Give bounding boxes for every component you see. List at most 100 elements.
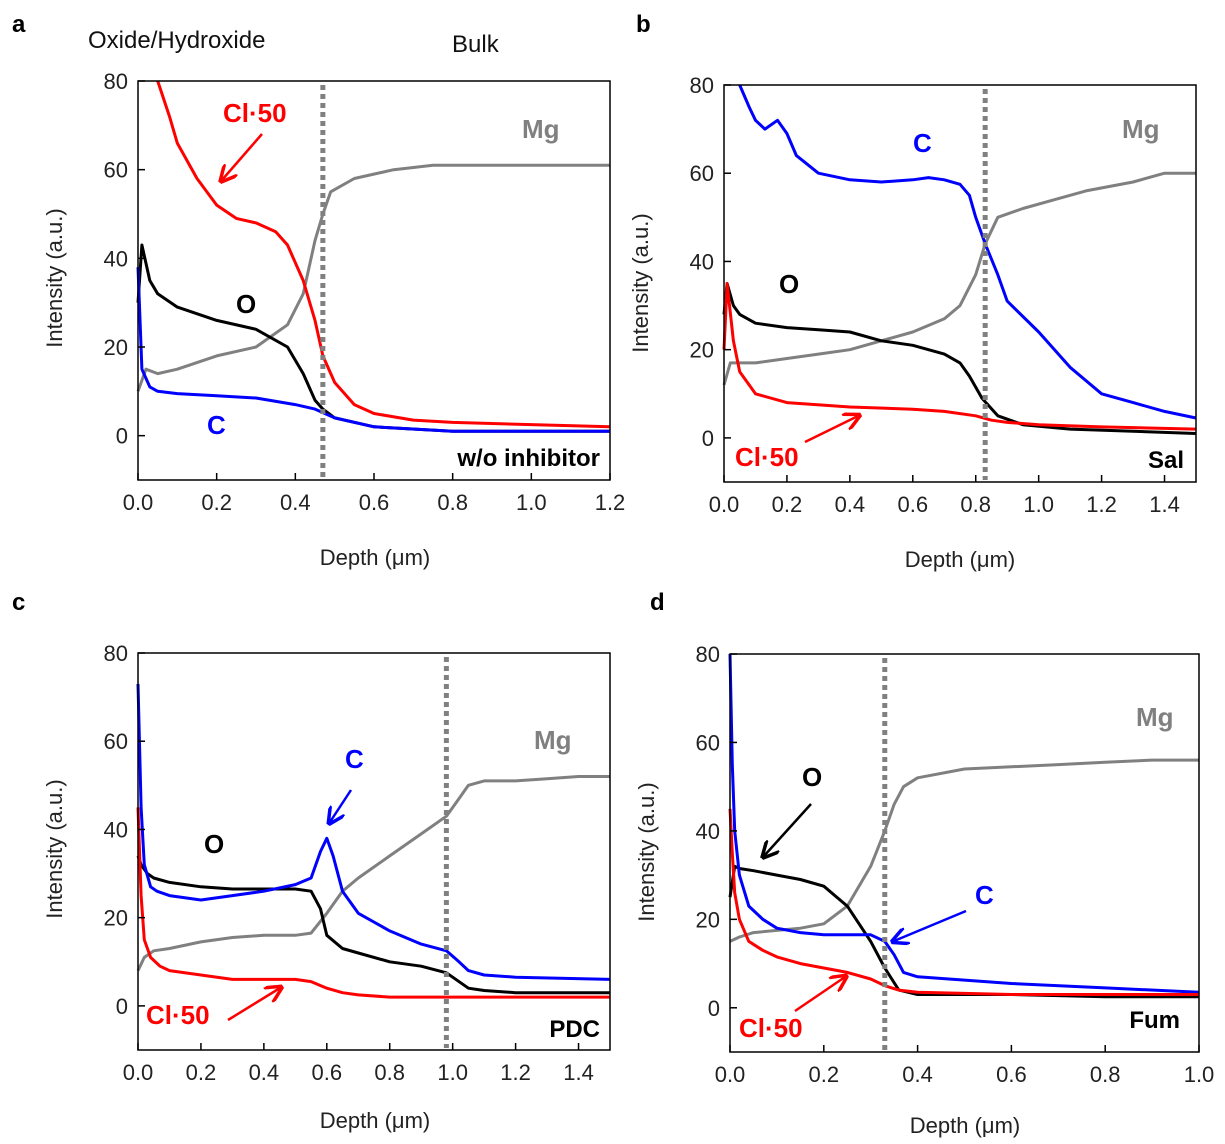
series-label-mg: Mg [534,725,572,755]
x-tick-label: 0.2 [186,1060,217,1085]
y-tick-label: 60 [690,161,714,186]
x-tick-label: 1.2 [500,1060,531,1085]
x-tick-label: 0.0 [123,490,154,515]
series-line-cl-50 [728,808,1199,996]
x-tick-label: 0.8 [374,1060,405,1085]
x-tick-label: 1.4 [1149,492,1180,517]
sample-label: Fum [1129,1007,1180,1034]
plot-frame [729,653,1200,1053]
plot-frame [723,84,1197,483]
y-tick-label: 20 [104,335,128,360]
series-label-mg: Mg [522,114,560,144]
panel-c: c 0.0 0.2 0.4 0.6 0.8 1.0 1.2 1.4 0 20 40 60 80 Dept… [12,589,611,1133]
x-tick-label: 1.0 [1023,492,1054,517]
x-tick-label: 1.0 [437,1060,468,1085]
x-tick-label: 1.4 [563,1060,594,1085]
series-line-cl-50 [136,807,610,999]
series-line-mg [136,775,610,972]
x-tick-label: 0.4 [835,492,866,517]
series-line-cl-50 [156,80,611,429]
cl-arrow [222,133,263,180]
y-tick-label: 60 [104,158,128,183]
x-tick-label: 1.0 [516,490,547,515]
y-axis-title: Intensity (a.u.) [42,208,67,347]
series-label-cl: Cl·50 [739,1013,803,1043]
x-tick-label: 0.8 [1090,1062,1121,1087]
panel-a: a Oxide/Hydroxide Bulk 0.0 0.2 0.4 0.6 0.8 1.… [12,11,625,570]
series-line-c [738,84,1197,420]
cl-arrow [227,988,280,1022]
panel-letter: d [650,589,665,616]
plot-area: 0.0 0.2 0.4 0.6 0.8 1.0 0 20 40 60 80 [696,642,1215,1087]
x-axis-title: Depth (μm) [320,545,430,570]
plot-frame [137,652,611,1051]
x-tick-label: 0.6 [898,492,929,517]
c-arrow [330,789,353,822]
x-tick-label: 0.4 [902,1062,933,1087]
y-tick-label: 80 [104,641,128,666]
y-tick-label: 20 [104,906,128,931]
series-line-c [136,683,611,981]
y-tick-label: 20 [690,338,714,363]
panel-letter: c [12,589,25,616]
y-tick-label: 0 [116,424,128,449]
y-tick-label: 40 [104,817,128,842]
y-tick-label: 0 [708,996,720,1021]
cl-arrow [794,977,845,1013]
series-label-o: O [779,269,799,299]
series-label-o: O [204,829,224,859]
x-tick-label: 0.6 [996,1062,1027,1087]
series-line-mg [729,758,1199,943]
x-tick-label: 0.6 [359,490,390,515]
x-tick-label: 1.2 [1086,492,1117,517]
series-line-o [136,243,610,433]
x-tick-label: 0.6 [312,1060,343,1085]
series-label-c: C [913,128,932,158]
series-line-mg [136,163,610,392]
series-label-cl: Cl·50 [146,1000,210,1030]
x-tick-label: 0.0 [123,1060,154,1085]
series-line-o [136,855,610,995]
sample-label: w/o inhibitor [456,445,600,472]
x-tick-label: 0.4 [280,490,311,515]
x-tick-label: 1.0 [1184,1062,1215,1087]
plot-area: 0.0 0.2 0.4 0.6 0.8 1.0 1.2 1.4 0 20 40 60 80 [104,641,611,1085]
plot-area: 0.0 0.2 0.4 0.6 0.8 1.0 1.2 1.4 0 20 40 60 80 [690,73,1197,517]
series-label-c: C [975,880,994,910]
y-tick-label: 80 [696,642,720,667]
x-tick-label: 0.2 [772,492,803,517]
y-tick-label: 20 [696,907,720,932]
x-tick-label: 0.8 [437,490,468,515]
x-axis-title: Depth (μm) [910,1113,1020,1138]
series-label-mg: Mg [1136,702,1174,732]
x-tick-label: 0.2 [201,490,232,515]
y-axis-title: Intensity (a.u.) [634,782,659,921]
y-tick-label: 60 [104,729,128,754]
x-tick-label: 0.4 [249,1060,280,1085]
y-axis-title: Intensity (a.u.) [628,213,653,352]
y-tick-label: 80 [690,73,714,98]
series-label-mg: Mg [1122,114,1160,144]
x-axis-title: Depth (μm) [320,1108,430,1133]
series-line-c [136,267,610,433]
series-line-mg [722,171,1196,386]
panel-letter: a [12,11,26,38]
x-axis-title: Depth (μm) [905,547,1015,572]
c-arrow [894,909,967,941]
y-tick-label: 80 [104,69,128,94]
region-label-bulk: Bulk [452,31,500,58]
x-tick-label: 0.0 [709,492,740,517]
series-label-cl: Cl·50 [735,442,799,472]
series-label-cl: Cl·50 [223,98,287,128]
x-tick-label: 0.2 [809,1062,840,1087]
y-tick-label: 40 [690,249,714,274]
series-label-c: C [345,744,364,774]
y-tick-label: 40 [696,819,720,844]
region-label-oxide: Oxide/Hydroxide [88,27,265,54]
panel-d: d 0.0 0.2 0.4 0.6 0.8 1.0 0 20 40 60 80 Depth (μm)… [634,589,1214,1138]
x-tick-label: 0.8 [960,492,991,517]
series-line-c [728,653,1200,994]
y-tick-label: 0 [702,426,714,451]
y-tick-label: 0 [116,994,128,1019]
